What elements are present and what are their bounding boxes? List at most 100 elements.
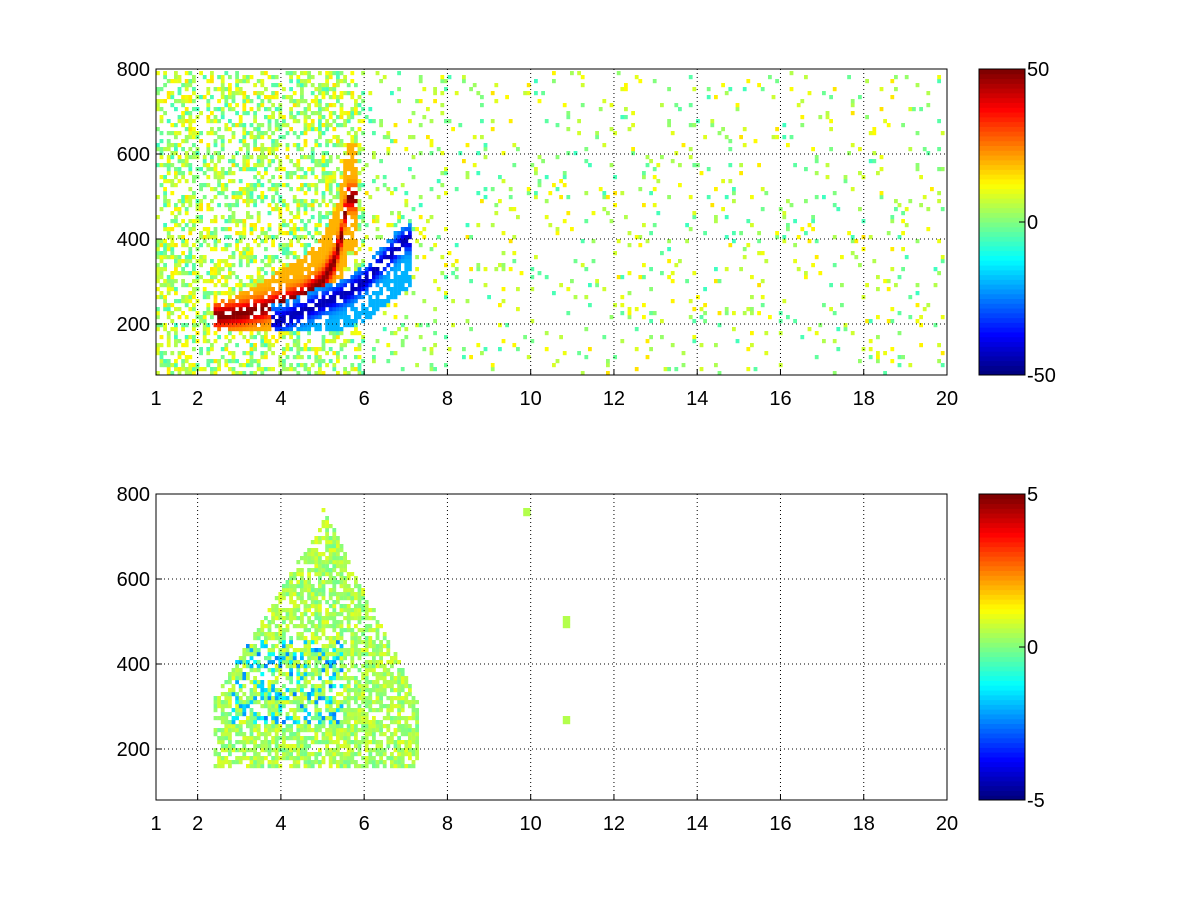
heat-cell <box>847 151 851 156</box>
heat-cell <box>282 748 286 753</box>
heat-cell <box>292 700 297 705</box>
heat-cell <box>339 79 344 84</box>
heat-cell <box>282 87 286 92</box>
heat-cell <box>566 311 571 316</box>
heat-cell <box>757 163 761 168</box>
heat-cell <box>814 355 819 360</box>
heat-cell <box>264 283 268 288</box>
heat-cell <box>321 720 326 725</box>
heat-cell <box>213 215 218 220</box>
heat-cell <box>267 163 272 168</box>
heat-cell <box>188 227 193 232</box>
heat-cell <box>346 247 351 252</box>
heat-cell <box>318 652 322 657</box>
heat-cell <box>267 343 272 348</box>
heat-cell <box>325 259 329 264</box>
heat-cell <box>321 524 326 529</box>
heat-cell <box>274 203 279 208</box>
heat-cell <box>656 211 661 216</box>
heat-cell <box>397 692 401 697</box>
heat-cell <box>937 199 941 204</box>
heat-cell <box>249 648 254 653</box>
heat-cell <box>354 760 358 765</box>
heat-cell <box>379 708 383 713</box>
heat-cell <box>717 131 722 136</box>
heat-cell <box>296 744 301 749</box>
heat-cell <box>390 139 394 144</box>
heat-cell <box>332 255 337 260</box>
heat-cell <box>379 760 383 765</box>
heat-cell <box>350 163 355 168</box>
heat-cell <box>228 119 232 124</box>
heat-cell <box>282 347 286 352</box>
heat-cell <box>580 75 585 80</box>
heat-cell <box>292 588 297 593</box>
heat-cell <box>307 648 311 653</box>
heat-cell <box>174 243 178 248</box>
heat-cell <box>325 656 329 661</box>
heat-cell <box>224 704 229 709</box>
heat-cell <box>249 327 254 332</box>
heat-cell <box>184 271 189 276</box>
heat-cell <box>328 243 333 248</box>
heat-cell <box>318 251 322 256</box>
heat-cell <box>296 347 301 352</box>
heat-cell <box>159 251 164 256</box>
heat-cell <box>249 227 254 232</box>
heat-cell <box>242 299 247 304</box>
heat-cell <box>289 127 293 132</box>
heat-cell <box>318 127 322 132</box>
heat-cell <box>346 243 351 248</box>
heat-cell <box>325 716 329 721</box>
heat-cell <box>199 263 203 268</box>
heat-cell <box>732 231 736 236</box>
heat-cell <box>163 195 167 200</box>
heat-cell <box>274 688 279 693</box>
heat-cell <box>757 231 761 236</box>
heat-cell <box>242 656 247 661</box>
heat-cell <box>213 231 218 236</box>
heat-cell <box>354 648 358 653</box>
heat-cell <box>177 235 182 240</box>
heat-cell <box>336 355 340 360</box>
heat-cell <box>393 756 398 761</box>
heat-cell <box>328 287 333 292</box>
heat-cell <box>364 600 369 605</box>
heat-cell <box>865 115 869 120</box>
heat-cell <box>724 235 729 240</box>
heat-cell <box>289 171 293 176</box>
heat-cell <box>285 355 290 360</box>
heat-cell <box>357 119 362 124</box>
heat-cell <box>325 183 329 188</box>
heat-cell <box>314 708 319 713</box>
heat-cell <box>343 231 347 236</box>
heat-cell <box>220 708 225 713</box>
heat-cell <box>264 704 268 709</box>
heat-cell <box>278 636 283 641</box>
heat-cell <box>310 540 315 545</box>
heat-cell <box>274 339 279 344</box>
heat-cell <box>264 71 268 76</box>
heat-cell <box>202 255 207 260</box>
heat-cell <box>314 752 319 757</box>
heat-cell <box>246 311 250 316</box>
heat-cell <box>314 295 319 300</box>
heat-cell <box>483 147 488 152</box>
heat-cell <box>264 131 268 136</box>
heat-cell <box>282 299 286 304</box>
heat-cell <box>181 159 185 164</box>
heat-cell <box>307 327 311 332</box>
heat-cell <box>310 283 315 288</box>
heat-cell <box>159 363 164 368</box>
heat-cell <box>620 87 625 92</box>
heat-cell <box>354 367 358 372</box>
heat-cell <box>339 71 344 76</box>
heat-cell <box>228 235 232 240</box>
heat-cell <box>674 151 679 156</box>
heat-cell <box>206 231 211 236</box>
heat-cell <box>278 123 283 128</box>
heat-cell <box>336 580 340 585</box>
heat-cell <box>289 676 293 681</box>
heat-cell <box>440 151 445 156</box>
heat-cell <box>318 752 322 757</box>
